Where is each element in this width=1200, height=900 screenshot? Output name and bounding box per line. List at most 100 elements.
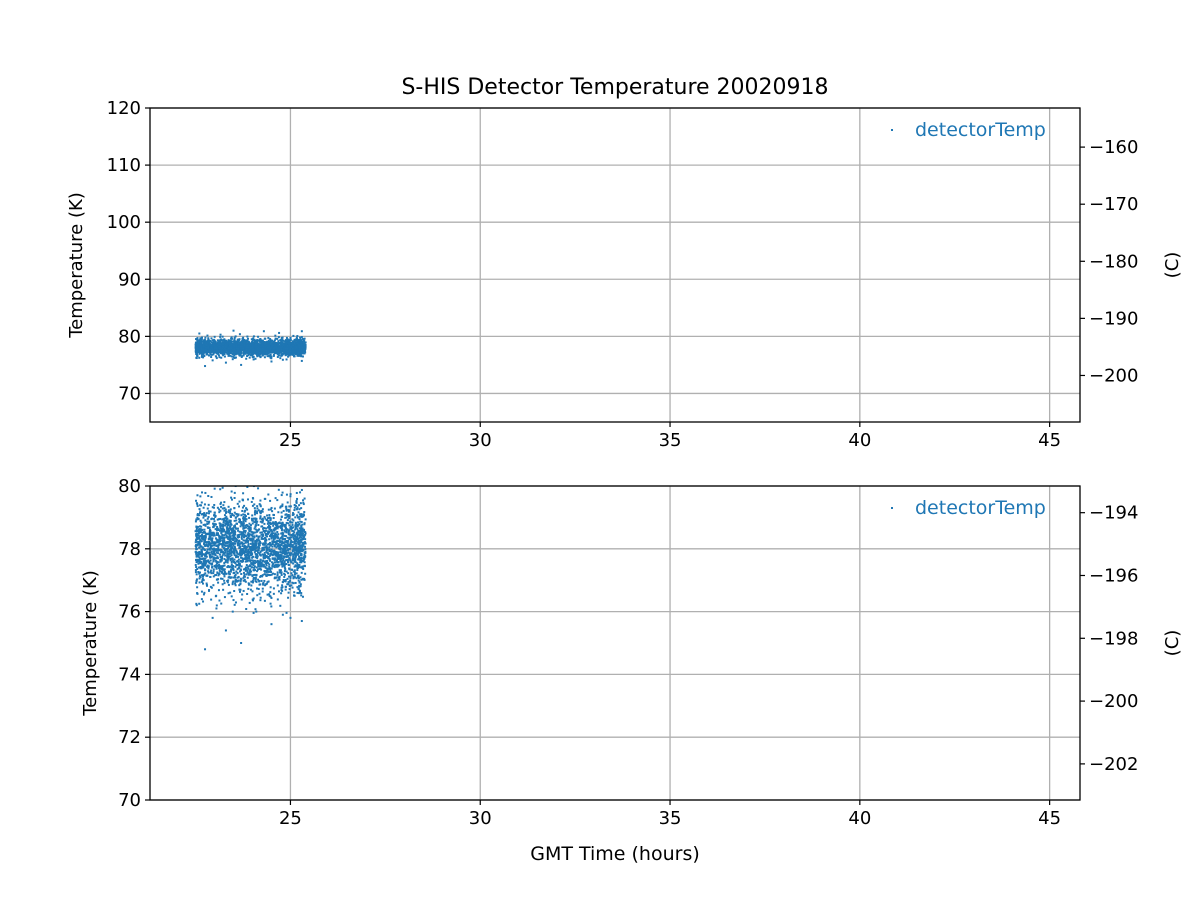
data-point <box>256 594 259 597</box>
data-point <box>300 515 303 518</box>
x-tick-label: 40 <box>848 430 871 451</box>
data-point <box>232 528 235 531</box>
data-point <box>198 352 201 355</box>
data-point <box>288 552 291 555</box>
data-point <box>251 349 254 352</box>
data-point <box>268 538 271 541</box>
data-point <box>262 555 265 558</box>
data-point <box>219 502 222 505</box>
data-point <box>293 571 296 574</box>
data-point <box>265 353 268 356</box>
data-point <box>231 514 234 517</box>
data-point <box>202 514 205 517</box>
data-point <box>252 355 255 358</box>
data-point <box>235 340 238 343</box>
data-point <box>269 499 272 502</box>
data-point <box>228 344 231 347</box>
data-point <box>229 528 232 531</box>
data-point <box>279 544 282 547</box>
data-point <box>212 544 215 547</box>
data-point <box>206 584 209 587</box>
data-point <box>273 561 276 564</box>
data-point <box>220 338 223 341</box>
data-point <box>264 353 267 356</box>
data-point <box>287 529 290 532</box>
data-point <box>293 534 296 537</box>
data-point <box>295 346 298 349</box>
data-point <box>216 341 219 344</box>
data-point <box>269 508 272 511</box>
data-point <box>219 335 222 338</box>
data-point <box>289 339 292 342</box>
data-point <box>196 516 199 519</box>
data-point <box>304 344 307 347</box>
data-point <box>278 578 281 581</box>
data-point <box>279 518 282 521</box>
data-point <box>237 345 240 348</box>
data-point <box>295 338 298 341</box>
data-point <box>232 580 235 583</box>
data-point <box>234 580 237 583</box>
data-point <box>239 525 242 528</box>
data-point <box>221 583 224 586</box>
data-point <box>197 566 200 569</box>
data-point <box>195 546 198 549</box>
data-point <box>198 561 201 564</box>
data-point <box>243 547 246 550</box>
data-point <box>271 345 274 348</box>
data-point <box>297 354 300 357</box>
data-point <box>270 573 273 576</box>
data-point <box>200 548 203 551</box>
data-point <box>262 537 265 540</box>
data-point <box>302 338 305 341</box>
data-point <box>206 339 209 342</box>
data-point <box>288 533 291 536</box>
data-point <box>298 522 301 525</box>
data-point <box>198 343 201 346</box>
data-point <box>236 579 239 582</box>
data-point <box>300 594 303 597</box>
data-point <box>292 536 295 539</box>
data-point <box>294 342 297 345</box>
data-point <box>251 522 254 525</box>
data-point <box>199 495 202 498</box>
data-point <box>247 346 250 349</box>
data-point <box>276 337 279 340</box>
data-point <box>304 341 307 344</box>
data-point <box>242 515 245 518</box>
data-point <box>261 563 264 566</box>
data-point <box>253 521 256 524</box>
data-point <box>276 556 279 559</box>
data-point <box>230 561 233 564</box>
data-point <box>302 557 305 560</box>
data-point <box>260 531 263 534</box>
data-point <box>288 547 291 550</box>
data-point <box>199 576 202 579</box>
data-point <box>240 342 243 345</box>
data-point <box>202 339 205 342</box>
data-point <box>300 351 303 354</box>
data-point <box>246 536 249 539</box>
data-point <box>296 553 299 556</box>
data-point <box>242 527 245 530</box>
data-point <box>283 351 286 354</box>
data-point <box>260 579 263 582</box>
data-point <box>291 518 294 521</box>
bottom-subplot: 25 30 35 40 45707274767880−202−200−198−196−1… <box>80 476 1183 829</box>
data-point <box>202 593 205 596</box>
data-point <box>244 529 247 532</box>
data-point <box>281 589 284 592</box>
data-point <box>296 528 299 531</box>
data-point <box>198 558 201 561</box>
data-point <box>284 530 287 533</box>
data-point <box>254 539 257 542</box>
data-point <box>236 349 239 352</box>
data-point <box>286 536 289 539</box>
data-point <box>299 513 302 516</box>
data-point <box>266 567 269 570</box>
data-point <box>302 503 305 506</box>
data-point <box>237 344 240 347</box>
data-point <box>272 351 275 354</box>
data-point <box>237 339 240 342</box>
data-point <box>259 551 262 554</box>
